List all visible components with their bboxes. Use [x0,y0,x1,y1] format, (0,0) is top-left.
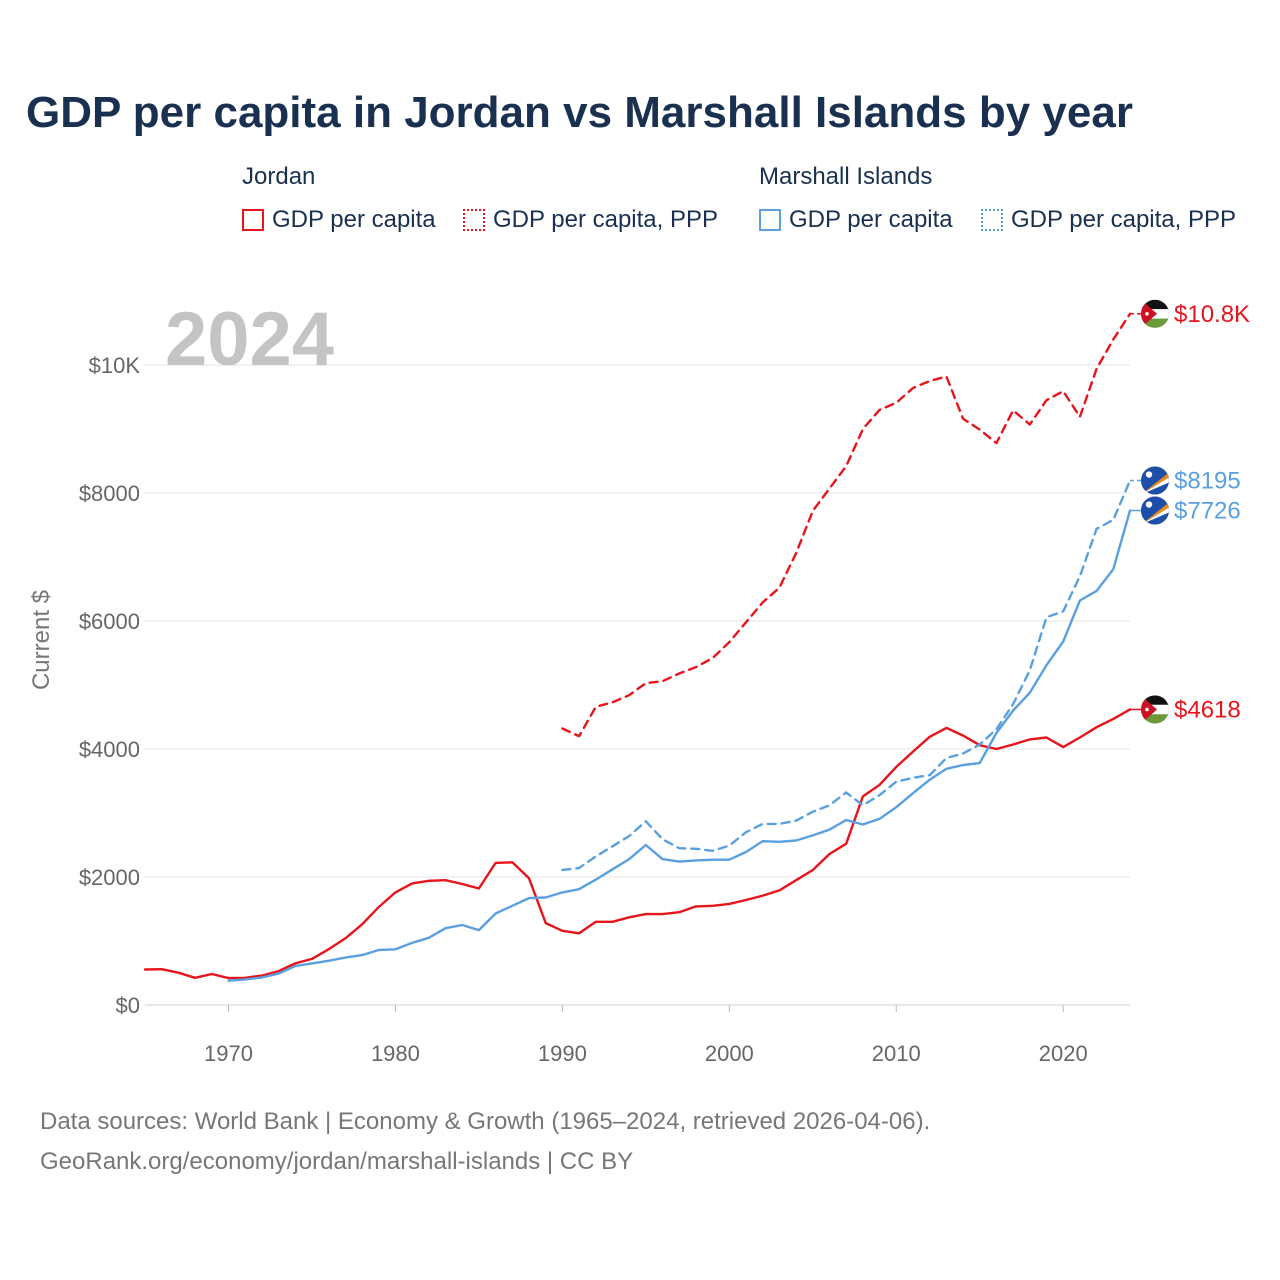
y-tick-label: $4000 [79,737,140,762]
series-line-marshall-islands-gdp-per-capita-ppp[interactable] [561,479,1132,872]
y-tick-label: $10K [89,353,141,378]
end-value-label: $10.8K [1174,301,1250,328]
marshall-islands-flag [1140,496,1170,526]
x-tick-label: 2010 [872,1041,921,1066]
legend-item-marshall-gdp[interactable]: GDP per capita [759,206,953,234]
series-lines [143,312,1132,982]
x-tick-label: 2000 [705,1041,754,1066]
y-tick-label: $6000 [79,609,140,634]
end-labels: $4618 $10.8K $7726 $8195 [1130,299,1250,724]
legend-item-marshall-gdp-ppp[interactable]: GDP per capita, PPP [981,206,1236,234]
x-axis-ticks: 1970 1980 1990 2000 2010 2020 [204,1005,1088,1066]
legend-item-jordan-gdp-ppp[interactable]: GDP per capita, PPP [463,206,718,234]
y-axis-ticks: $0 $2000 $4000 $6000 $8000 $10K [79,353,141,1018]
x-tick-label: 1980 [371,1041,420,1066]
end-value-label: $8195 [1174,468,1241,495]
legend-swatch-jordan-gdp [242,209,264,231]
source-line-1: Data sources: World Bank | Economy & Gro… [40,1108,931,1135]
legend-swatch-jordan-gdp-ppp [463,209,485,231]
legend-swatch-marshall-gdp-ppp [981,209,1003,231]
legend-item-jordan-gdp[interactable]: GDP per capita [242,206,436,234]
end-value-label: $4618 [1174,696,1241,723]
end-value-label: $7726 [1174,498,1241,525]
y-tick-label: $2000 [79,865,140,890]
marshall-islands-flag [1140,466,1170,496]
chart-title: GDP per capita in Jordan vs Marshall Isl… [26,88,1133,137]
x-tick-label: 1970 [204,1041,253,1066]
x-tick-label: 2020 [1039,1041,1088,1066]
x-tick-label: 1990 [538,1041,587,1066]
legend-label-jordan-gdp: GDP per capita [272,206,436,233]
series-line-jordan-gdp-per-capita-ppp[interactable] [561,312,1132,738]
series-line-marshall-islands-gdp-per-capita[interactable] [227,509,1132,982]
source-line-2: GeoRank.org/economy/jordan/marshall-isla… [40,1148,634,1175]
grid-lines [145,364,1130,1006]
jordan-flag [1140,299,1170,329]
series-line-jordan-gdp-per-capita[interactable] [143,708,1132,980]
year-watermark: 2024 [165,297,335,382]
legend-label-marshall-gdp-ppp: GDP per capita, PPP [1011,206,1236,233]
legend-swatch-marshall-gdp [759,209,781,231]
jordan-flag [1140,694,1170,724]
y-tick-label: $0 [116,993,140,1018]
y-tick-label: $8000 [79,481,140,506]
legend-label-jordan-gdp-ppp: GDP per capita, PPP [493,206,718,233]
legend-label-marshall-gdp: GDP per capita [789,206,953,233]
legend-group-marshall-islands: Marshall Islands [759,163,933,190]
legend-group-jordan: Jordan [242,163,316,190]
